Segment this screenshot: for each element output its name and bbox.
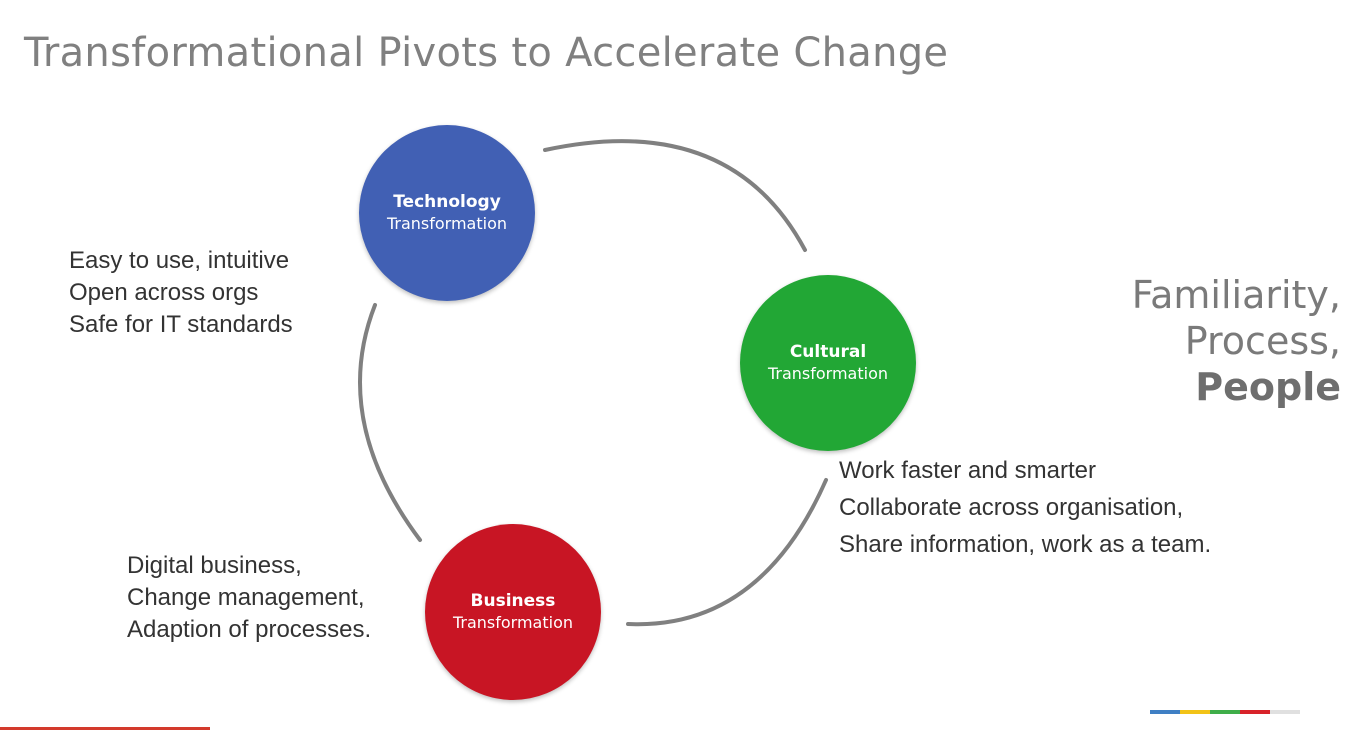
side-keyword: Familiarity, (1131, 273, 1341, 317)
slide-title: Transformational Pivots to Accelerate Ch… (24, 30, 949, 76)
arc-cultural-to-business (626, 478, 828, 627)
cultural-notes: Work faster and smarter Collaborate acro… (839, 452, 1211, 563)
business-note: Adaption of processes. (127, 616, 372, 643)
brand-color-segment (1180, 710, 1210, 714)
cultural-note: Work faster and smarter (839, 457, 1096, 484)
business-notes: Digital business, Change management, Ada… (127, 550, 371, 646)
technology-note: Easy to use, intuitive (69, 247, 290, 274)
business-node-title: Business (470, 591, 556, 611)
cultural-note: Collaborate across organisation, (839, 494, 1184, 521)
business-transformation-node: Business Transformation (425, 524, 601, 700)
brand-color-bar (1150, 710, 1300, 714)
technology-note: Safe for IT standards (69, 311, 293, 338)
brand-color-segment (1270, 710, 1300, 714)
side-keyword: Process, (1184, 319, 1341, 363)
cultural-node-subtitle: Transformation (767, 364, 889, 383)
cultural-transformation-node: Cultural Transformation (740, 275, 916, 451)
business-node-subtitle: Transformation (452, 613, 574, 632)
arc-business-to-technology (358, 303, 422, 542)
brand-color-segment (1240, 710, 1270, 714)
progress-line (0, 727, 210, 730)
cultural-note: Share information, work as a team. (839, 531, 1212, 558)
brand-color-segment (1150, 710, 1180, 714)
technology-transformation-node: Technology Transformation (359, 125, 535, 301)
business-note: Digital business, (127, 552, 302, 579)
side-keywords: Familiarity, Process, People (1132, 272, 1341, 410)
technology-notes: Easy to use, intuitive Open across orgs … (69, 245, 293, 341)
business-note: Change management, (127, 584, 365, 611)
brand-color-segment (1210, 710, 1240, 714)
arc-technology-to-cultural (543, 139, 807, 252)
cultural-node-title: Cultural (789, 342, 867, 362)
side-keyword-emphasis: People (1195, 365, 1341, 409)
technology-node-title: Technology (393, 192, 501, 212)
technology-note: Open across orgs (69, 279, 259, 306)
technology-node-subtitle: Transformation (386, 214, 508, 233)
